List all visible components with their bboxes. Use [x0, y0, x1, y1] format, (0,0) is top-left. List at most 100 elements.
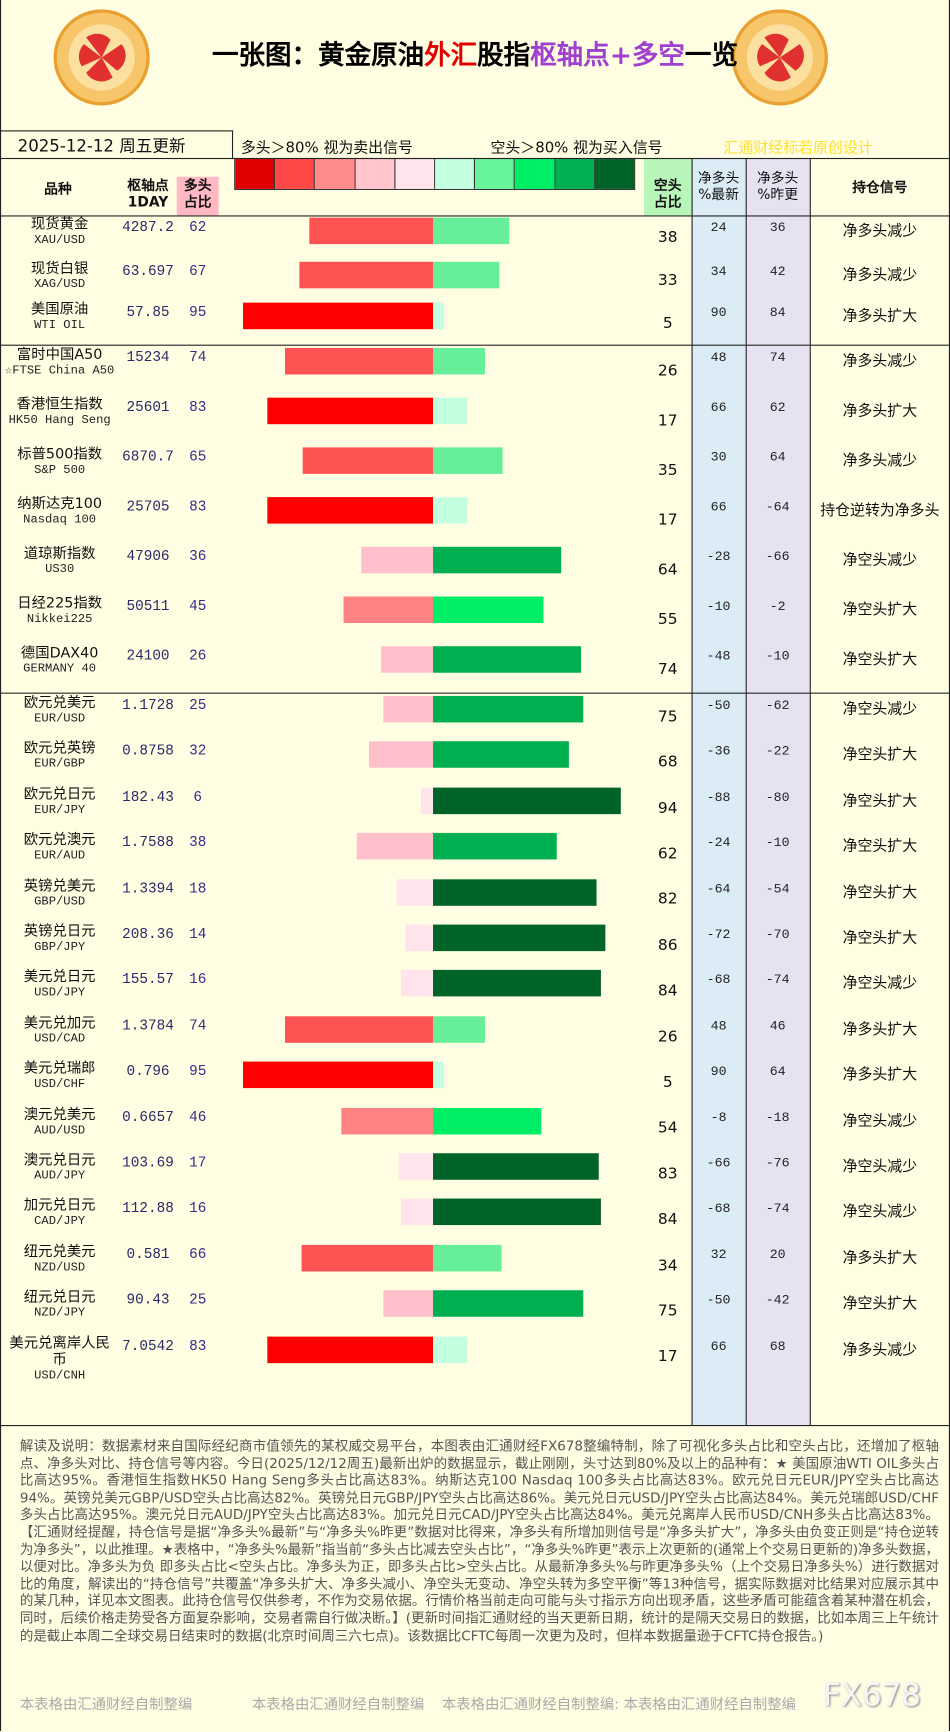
rule [0, 130, 234, 132]
net-previous: -64 [765, 499, 790, 515]
instrument: 日经225指数 Nikkei225 [4, 595, 114, 627]
net-latest: 24 [710, 219, 727, 236]
position-signal: 净多头扩大 [842, 1020, 918, 1039]
pivot: 0.6657 [122, 1108, 174, 1126]
net-latest: 34 [710, 264, 727, 280]
net-previous: -22 [765, 743, 790, 760]
position-signal: 净多头减少 [842, 222, 918, 240]
instrument-code: USD/CNH [34, 1369, 86, 1383]
instrument-name: 纳斯达克100 [17, 495, 103, 513]
pivot: 1.3784 [122, 1017, 174, 1034]
long-bar [341, 1107, 434, 1135]
instrument-name: 美元兑瑞郎 [23, 1060, 96, 1078]
instrument-code: NZD/JPY [34, 1307, 86, 1321]
short-bar [433, 646, 581, 673]
long-bar [299, 261, 434, 289]
short-pct: 17 [657, 1348, 678, 1366]
pivot: 15234 [126, 349, 170, 366]
net-latest: 66 [710, 1338, 727, 1354]
short-pct: 35 [657, 461, 678, 479]
header-line: 枢轴点 [127, 176, 169, 194]
swatch [475, 159, 516, 189]
instrument-name: 美元兑日元 [23, 969, 96, 986]
pivot: 155.57 [122, 971, 174, 988]
long-pct: 66 [189, 1245, 207, 1263]
instrument: 澳元兑日元 AUD/JPY [4, 1152, 114, 1184]
short-pct: 86 [657, 936, 678, 955]
instrument-name: 澳元兑日元 [23, 1152, 96, 1169]
position-signal: 净空头扩大 [842, 1294, 918, 1313]
pivot: 0.581 [126, 1245, 170, 1263]
short-bar [433, 497, 468, 524]
long-bar [399, 1153, 434, 1180]
pivot: 1.3394 [122, 879, 174, 897]
long-pct: 6 [193, 788, 203, 806]
short-bar [433, 741, 569, 769]
short-pct: 82 [657, 890, 678, 909]
instrument-code: HK50 Hang Seng [8, 414, 111, 428]
net-latest: -50 [706, 698, 731, 714]
long-bar [397, 878, 434, 906]
short-pct: 55 [657, 610, 678, 628]
swatch [515, 159, 556, 189]
pivot: 182.43 [122, 788, 174, 806]
position-signal: 净空头扩大 [842, 883, 918, 901]
net-latest: -36 [706, 743, 731, 760]
short-bar [433, 1198, 601, 1226]
short-bar [433, 970, 601, 997]
instrument-name: 加元兑日元 [23, 1197, 96, 1215]
long-pct: 38 [189, 834, 207, 851]
long-bar [357, 833, 434, 860]
instrument-code: GERMANY 40 [23, 662, 97, 677]
net-latest: -24 [706, 835, 731, 851]
instrument-name: 美国原油 [30, 301, 89, 319]
net-latest: 32 [710, 1246, 727, 1263]
long-bar [301, 1244, 434, 1272]
long-bar [401, 970, 434, 997]
instrument-name: 现货白银 [30, 260, 89, 278]
short-pct: 5 [662, 314, 673, 332]
pivot: 90.43 [126, 1291, 170, 1309]
header-line: 净多头 [697, 169, 740, 186]
net-previous: -54 [765, 881, 790, 897]
instrument: 美元兑离岸人民币 USD/CNH [4, 1335, 114, 1384]
short-pct: 54 [657, 1119, 678, 1138]
group-rule [0, 692, 950, 694]
position-signal: 净多头减少 [842, 1340, 918, 1359]
short-pct: 17 [657, 411, 678, 430]
net-latest: 30 [710, 449, 727, 466]
net-latest: -68 [706, 972, 731, 988]
position-signal: 净空头减少 [842, 1111, 918, 1130]
long-bar [243, 302, 434, 330]
long-pct: 17 [189, 1154, 207, 1171]
pivot: 24100 [126, 647, 170, 664]
short-pct: 83 [657, 1165, 678, 1183]
instrument-code: GBP/USD [34, 895, 86, 909]
header-line: 净多头 [756, 169, 799, 186]
net-latest: 48 [710, 1018, 727, 1034]
net-previous: -18 [765, 1109, 790, 1126]
instrument: 美元兑瑞郎 USD/CHF [4, 1061, 114, 1093]
column-header: 多头 占比 [177, 177, 219, 210]
long-bar [383, 695, 434, 723]
instrument-code: S&P 500 [34, 463, 86, 478]
long-pct: 25 [189, 1291, 207, 1309]
credit: 本表格由汇通财经自制整编 [19, 1696, 193, 1714]
column-header: 净多头 %最新 [692, 169, 746, 202]
position-signal: 净多头减少 [842, 451, 918, 470]
short-bar [433, 787, 621, 814]
short-pct: 5 [662, 1073, 673, 1092]
title: 一张图：黄金原油外汇股指枢轴点+多空一览 [0, 33, 950, 72]
net-previous: -76 [765, 1155, 790, 1171]
short-bar [433, 1244, 501, 1272]
instrument-name: 美元兑离岸人民币 [9, 1335, 110, 1369]
instrument-code: USD/CHF [34, 1078, 86, 1092]
instrument-name: 欧元兑美元 [23, 694, 96, 712]
long-bar [383, 1290, 434, 1317]
instrument-code: XAU/USD [34, 234, 86, 248]
long-pct: 83 [189, 498, 207, 515]
column-header: 持仓信号 [852, 178, 908, 196]
long-pct: 74 [189, 349, 207, 366]
rule [0, 215, 950, 217]
pivot: 63.697 [122, 262, 174, 280]
